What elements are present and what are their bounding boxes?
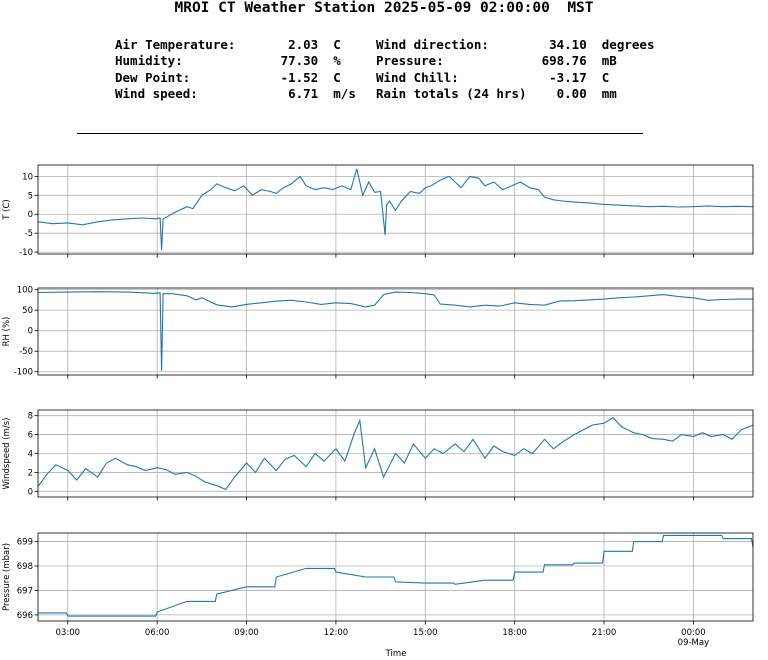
- summary-value: 77.30: [235, 53, 319, 69]
- summary-label: Wind Chill:: [376, 69, 527, 85]
- left-summary-row: Dew Point: -1.52 C: [115, 70, 356, 86]
- divider: [77, 133, 643, 134]
- summary-unit: m/s: [318, 85, 356, 101]
- series-line: [37, 168, 754, 251]
- y-tick-label: 50: [22, 306, 33, 316]
- summary-left: Air Temperature: 2.03 C Humidity: 77.30 %…: [115, 37, 356, 102]
- chart-panel: 699 698 697 696 Pressure (mbar) 03:00 06:00 09:…: [2, 532, 754, 659]
- chart-panel: 8 6 4 2 0 Windspeed (m/s): [2, 409, 754, 501]
- left-summary-row: Wind speed: 6.71 m/s: [115, 86, 356, 102]
- summary-unit: mB: [586, 53, 617, 69]
- summary-value: 6.71: [235, 85, 319, 101]
- summary-unit: %: [318, 53, 341, 69]
- y-tick-label: -100: [14, 368, 33, 378]
- left-summary-row: Air Temperature: 2.03 C: [115, 37, 356, 53]
- summary-label: Humidity:: [115, 53, 236, 69]
- series-line: [38, 534, 754, 617]
- y-tick-label: 697: [17, 586, 33, 596]
- summary-label: Wind speed:: [115, 85, 236, 101]
- summary-value: 0.00: [526, 85, 587, 101]
- summary-value: -1.52: [235, 69, 319, 85]
- y-tick-label: 10: [22, 172, 33, 182]
- y-tick-label: 698: [17, 562, 33, 572]
- y-tick-label: 0: [28, 210, 33, 220]
- x-tick-label: 06:00: [145, 628, 170, 638]
- x-tick-label: 18:00: [502, 628, 527, 638]
- x-axis-label: Time: [385, 649, 407, 659]
- x-tick-label: 21:00: [592, 628, 617, 638]
- summary-unit: C: [318, 69, 341, 85]
- y-tick-label: 2: [28, 468, 33, 478]
- y-tick-label: 8: [28, 412, 33, 422]
- page-title: MROI CT Weather Station 2025-05-09 02:00…: [174, 0, 594, 16]
- chart-panel: 10 5 0 -5 -10 T (C): [2, 164, 754, 258]
- x-tick-label: 03:00: [56, 628, 81, 638]
- left-summary-row: Humidity: 77.30 %: [115, 53, 356, 69]
- summary-label: Pressure:: [376, 53, 527, 69]
- right-summary-row: Pressure: 698.76 mB: [376, 53, 654, 69]
- y-axis-label: RH (%): [2, 317, 12, 347]
- summary-value: 2.03: [235, 37, 319, 52]
- y-tick-label: 4: [28, 450, 33, 460]
- y-tick-label: 696: [17, 611, 33, 621]
- summary-value: 698.76: [526, 53, 587, 69]
- summary-label: Air Temperature:: [115, 37, 236, 52]
- summary-right: Wind direction: 34.10 degrees Pressure: 6…: [376, 37, 654, 102]
- summary-label: Dew Point:: [115, 69, 236, 85]
- x-tick-label: 12:00: [324, 628, 349, 638]
- plot-frame: [37, 164, 754, 255]
- plot-frame: [37, 287, 754, 376]
- series-line: [37, 291, 753, 371]
- y-tick-label: -5: [25, 229, 33, 239]
- summary-unit: mm: [586, 85, 617, 101]
- right-summary-row: Wind Chill: -3.17 C: [376, 70, 654, 86]
- y-tick-label: 6: [28, 431, 33, 441]
- y-tick-label: 0: [28, 487, 33, 497]
- summary-unit: C: [586, 69, 610, 85]
- series-line: [37, 416, 754, 491]
- summary-label: Rain totals (24 hrs): [376, 85, 527, 101]
- x-tick-label: 15:00: [413, 628, 438, 638]
- summary-label: Wind direction:: [376, 37, 527, 52]
- plot-frame: [37, 532, 754, 622]
- summary-value: 34.10: [526, 37, 587, 52]
- x-date-label: 09-May: [678, 638, 709, 648]
- y-axis-label: T (C): [2, 199, 12, 220]
- x-tick-label: 00:00: [681, 628, 706, 638]
- x-tick-label: 09:00: [234, 628, 259, 638]
- y-tick-label: -50: [19, 347, 33, 357]
- y-tick-label: 699: [17, 538, 33, 548]
- summary-value: -3.17: [526, 69, 587, 85]
- y-tick-label: 5: [28, 191, 33, 201]
- y-tick-label: -10: [19, 248, 33, 258]
- y-axis-label: Pressure (mbar): [2, 543, 12, 611]
- chart-panel: 100 50 0 -50 -100 RH (%): [2, 286, 754, 379]
- y-tick-label: 100: [17, 286, 33, 296]
- summary-unit: C: [318, 37, 341, 52]
- summary-unit: degrees: [586, 37, 655, 52]
- right-summary-row: Wind direction: 34.10 degrees: [376, 37, 654, 53]
- y-tick-label: 0: [28, 327, 33, 337]
- plot-frame: [37, 409, 754, 498]
- right-summary-row: Rain totals (24 hrs) 0.00 mm: [376, 86, 654, 102]
- y-axis-label: Windspeed (m/s): [2, 418, 12, 490]
